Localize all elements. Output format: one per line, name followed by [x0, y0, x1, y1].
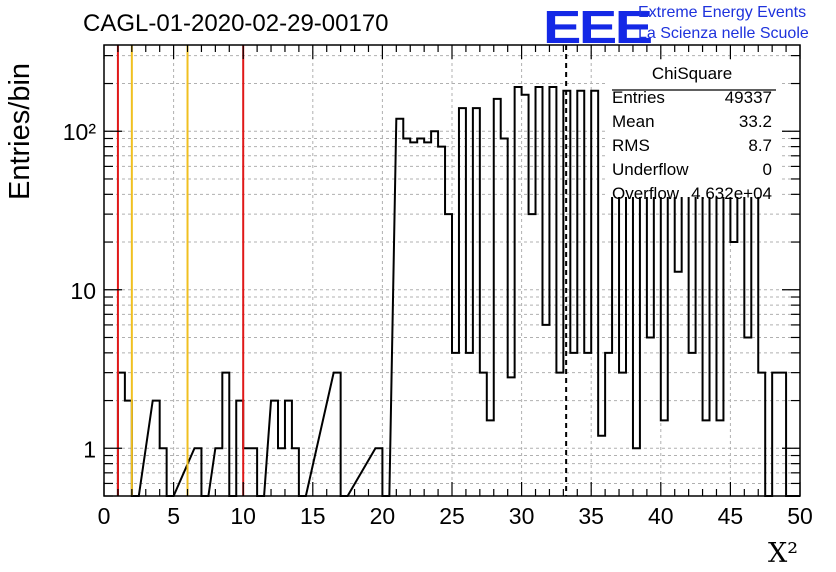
histogram-bin: [522, 95, 529, 496]
histogram-bin: [647, 337, 654, 496]
histogram-bin: [556, 373, 563, 496]
x-tick-label: 30: [509, 503, 535, 529]
stats-row-entries: Entries 49337: [612, 86, 772, 110]
histogram-bin: [501, 138, 508, 496]
stats-label: Overflow: [612, 184, 680, 203]
logo-line-2: La Scienza nelle Scuole: [638, 25, 809, 42]
x-tick-label: 5: [167, 503, 180, 529]
histogram-bin: [431, 131, 438, 496]
histogram-bin: [222, 373, 229, 496]
stats-value: 33.2: [738, 112, 772, 131]
histogram-bin: [410, 142, 417, 496]
histogram-bin: [703, 420, 710, 496]
histogram-bin: [515, 87, 522, 496]
x-tick-label: 45: [718, 503, 744, 529]
histogram-bin: [118, 373, 125, 496]
histogram-bin: [438, 147, 445, 496]
histogram-bin: [605, 353, 612, 496]
x-tick-label: 40: [648, 503, 674, 529]
chart-title: CAGL-01-2020-02-29-00170: [83, 10, 389, 37]
histogram-bin: [480, 373, 487, 496]
x-tick-label: 50: [787, 503, 813, 529]
stats-label: Underflow: [612, 160, 689, 179]
histogram-bin: [536, 87, 543, 496]
histogram-bin: [452, 353, 459, 496]
stats-title: ChiSquare: [651, 64, 733, 83]
histogram-bin: [730, 242, 737, 496]
histogram-bin: [772, 373, 779, 496]
x-tick-label: 10: [230, 503, 256, 529]
x-axis-label: X²: [768, 538, 799, 569]
x-tick-label: 0: [98, 503, 111, 529]
histogram-bin: [417, 138, 424, 496]
histogram-bin: [584, 353, 591, 496]
histogram-bin: [508, 377, 515, 496]
x-tick-label: 20: [370, 503, 396, 529]
histogram-bin: [424, 142, 431, 496]
histogram-bin: [779, 373, 786, 496]
histogram-bin: [577, 91, 584, 496]
stats-row-underflow: Underflow 0: [612, 158, 772, 182]
logo-line-1: Extreme Energy Events: [638, 4, 807, 21]
y-tick-label: 10: [70, 278, 96, 304]
eee-logo: EEE: [543, 1, 653, 53]
histogram-bin: [396, 119, 403, 496]
histogram-bin: [619, 373, 626, 496]
histogram-bin: [549, 87, 556, 496]
histogram-bin: [758, 373, 765, 496]
histogram-bin: [598, 436, 605, 496]
x-tick-label: 35: [578, 503, 604, 529]
histogram-bin: [689, 353, 696, 496]
y-tick-label: 1: [83, 436, 96, 462]
histogram-bin: [487, 420, 494, 496]
histogram-bin: [445, 214, 452, 496]
histogram-bin: [744, 337, 751, 496]
histogram-bin: [716, 420, 723, 496]
stats-value: 8.7: [748, 136, 772, 155]
stats-value: 49337: [724, 88, 772, 107]
histogram-bin: [403, 138, 410, 496]
stats-box-background: [607, 62, 779, 197]
histogram-bin: [591, 91, 598, 496]
x-tick-label: 25: [439, 503, 465, 529]
stats-value: 0: [762, 160, 772, 179]
stats-row-overflow: Overflow 4.632e+04: [612, 182, 772, 206]
histogram-bin: [334, 373, 341, 496]
histogram-bin: [529, 214, 536, 496]
stats-label: RMS: [612, 136, 650, 155]
x-tick-label: 15: [300, 503, 326, 529]
histogram-bin: [570, 353, 577, 496]
histogram-bin: [661, 420, 668, 496]
stats-box: ChiSquare Entries 49337 Mean 33.2 RMS 8.…: [612, 62, 772, 206]
y-axis-label: Entries/bin: [4, 62, 36, 200]
stats-label: Entries: [612, 88, 665, 107]
stats-label: Mean: [612, 112, 655, 131]
y-tick-label: 10²: [63, 119, 97, 145]
histogram-bin: [466, 353, 473, 496]
histogram-bin: [542, 325, 549, 496]
stats-value: 4.632e+04: [691, 184, 772, 203]
stats-row-mean: Mean 33.2: [612, 110, 772, 134]
stats-row-rms: RMS 8.7: [612, 134, 772, 158]
